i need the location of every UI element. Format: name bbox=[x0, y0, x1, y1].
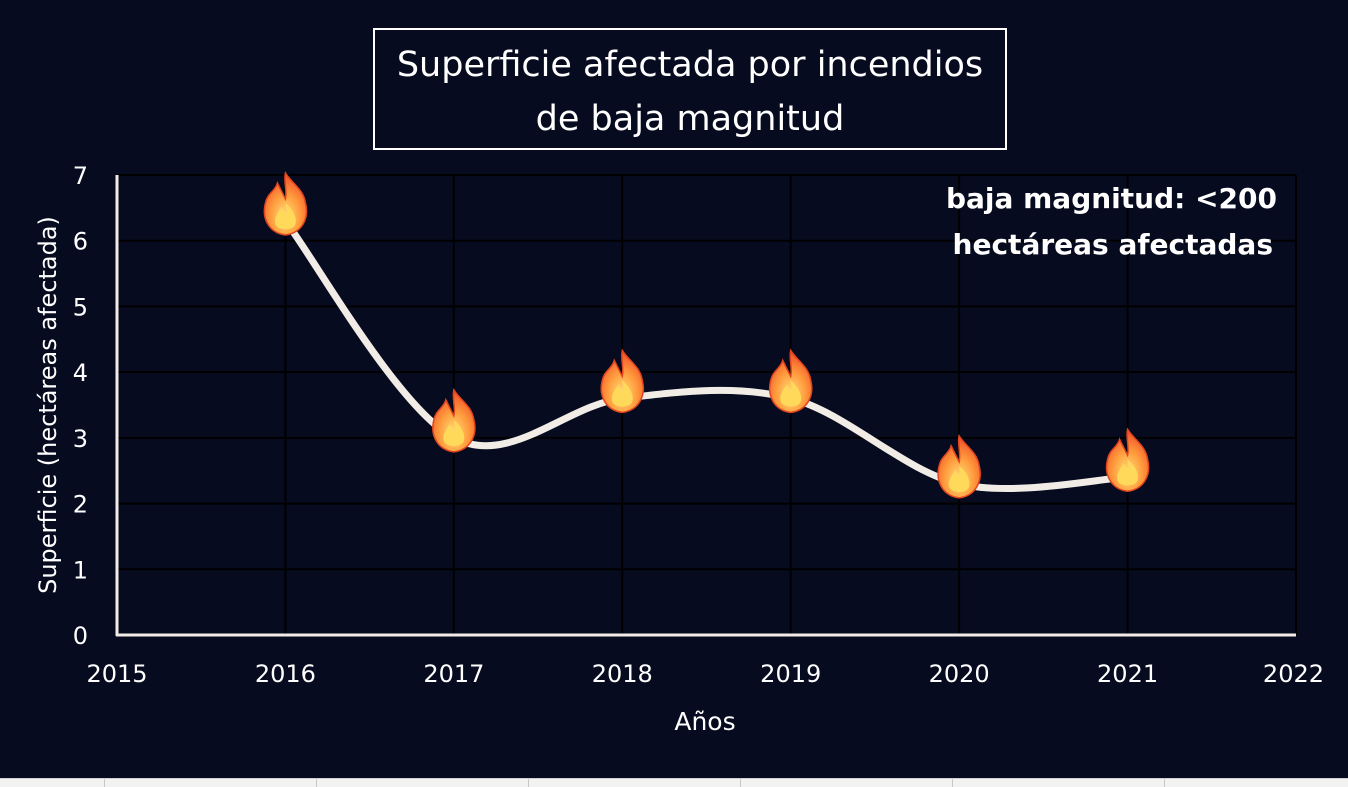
annotation-line-1: baja magnitud: <200 bbox=[946, 182, 1277, 215]
chart-title-line-1: Superficie afectada por incendios bbox=[397, 45, 983, 85]
x-axis-label: Años bbox=[674, 707, 735, 736]
title-box bbox=[373, 28, 1007, 150]
y-tick-label: 6 bbox=[73, 228, 88, 256]
axes: 0 1 2 3 4 5 6 7 2015 2016 2017 2018 2019 2020 2021 2022 bbox=[73, 162, 1324, 688]
x-tick-label: 2015 bbox=[86, 660, 147, 688]
chart-title-line-2: de baja magnitud bbox=[536, 99, 845, 139]
y-tick-label: 7 bbox=[73, 162, 88, 190]
y-tick-label: 3 bbox=[73, 425, 88, 453]
fire-icon bbox=[432, 387, 476, 453]
bottom-scroll-strip bbox=[0, 778, 1348, 787]
y-tick-label: 4 bbox=[73, 359, 88, 387]
fire-icon bbox=[937, 433, 981, 499]
fire-icon bbox=[1105, 427, 1150, 493]
grid bbox=[117, 174, 1297, 635]
x-tick-label: 2019 bbox=[760, 660, 821, 688]
x-tick-label: 2018 bbox=[592, 660, 653, 688]
x-tick-label: 2021 bbox=[1097, 660, 1158, 688]
fire-icon bbox=[769, 348, 813, 414]
series-line bbox=[281, 217, 1132, 492]
y-axis-label: Superficie (hectáreas afectada) bbox=[34, 216, 62, 594]
annotation-line-2: hectáreas afectadas bbox=[953, 228, 1273, 261]
fire-icon bbox=[600, 348, 644, 414]
data-markers bbox=[263, 171, 1150, 499]
x-tick-label: 2017 bbox=[423, 660, 484, 688]
y-tick-label: 2 bbox=[73, 491, 88, 519]
x-tick-label: 2020 bbox=[929, 660, 990, 688]
x-tick-label: 2016 bbox=[255, 660, 316, 688]
y-tick-label: 1 bbox=[73, 556, 88, 584]
y-tick-label: 5 bbox=[73, 293, 88, 321]
x-tick-label: 2022 bbox=[1263, 660, 1324, 688]
fire-icon bbox=[263, 171, 308, 236]
y-tick-label: 0 bbox=[73, 622, 88, 650]
